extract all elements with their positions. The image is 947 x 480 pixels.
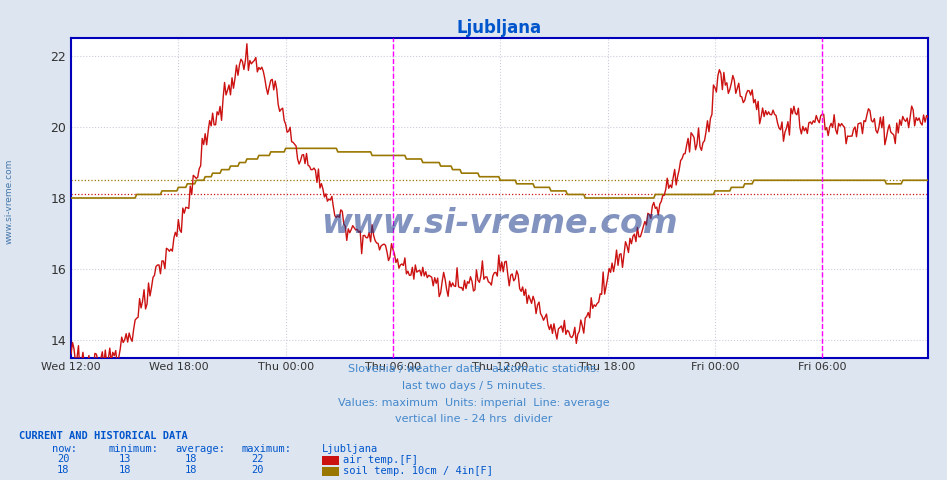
Text: 18: 18 bbox=[185, 465, 197, 475]
Text: 18: 18 bbox=[57, 465, 69, 475]
Text: www.si-vreme.com: www.si-vreme.com bbox=[5, 159, 14, 244]
Text: average:: average: bbox=[175, 444, 225, 454]
Text: now:: now: bbox=[52, 444, 77, 454]
Text: Ljubljana: Ljubljana bbox=[322, 444, 378, 454]
Text: 20: 20 bbox=[57, 454, 69, 464]
Text: CURRENT AND HISTORICAL DATA: CURRENT AND HISTORICAL DATA bbox=[19, 431, 188, 441]
Title: Ljubljana: Ljubljana bbox=[457, 19, 542, 37]
Text: soil temp. 10cm / 4in[F]: soil temp. 10cm / 4in[F] bbox=[343, 466, 492, 476]
Text: www.si-vreme.com: www.si-vreme.com bbox=[321, 207, 678, 240]
Text: vertical line - 24 hrs  divider: vertical line - 24 hrs divider bbox=[395, 414, 552, 424]
Text: Slovenia / weather data - automatic stations.: Slovenia / weather data - automatic stat… bbox=[348, 364, 599, 374]
Text: last two days / 5 minutes.: last two days / 5 minutes. bbox=[402, 381, 545, 391]
Text: air temp.[F]: air temp.[F] bbox=[343, 455, 418, 465]
Text: maximum:: maximum: bbox=[241, 444, 292, 454]
Text: Values: maximum  Units: imperial  Line: average: Values: maximum Units: imperial Line: av… bbox=[338, 397, 609, 408]
Text: 20: 20 bbox=[251, 465, 263, 475]
Text: 18: 18 bbox=[185, 454, 197, 464]
Text: 13: 13 bbox=[118, 454, 131, 464]
Text: 22: 22 bbox=[251, 454, 263, 464]
Text: 18: 18 bbox=[118, 465, 131, 475]
Text: minimum:: minimum: bbox=[109, 444, 159, 454]
